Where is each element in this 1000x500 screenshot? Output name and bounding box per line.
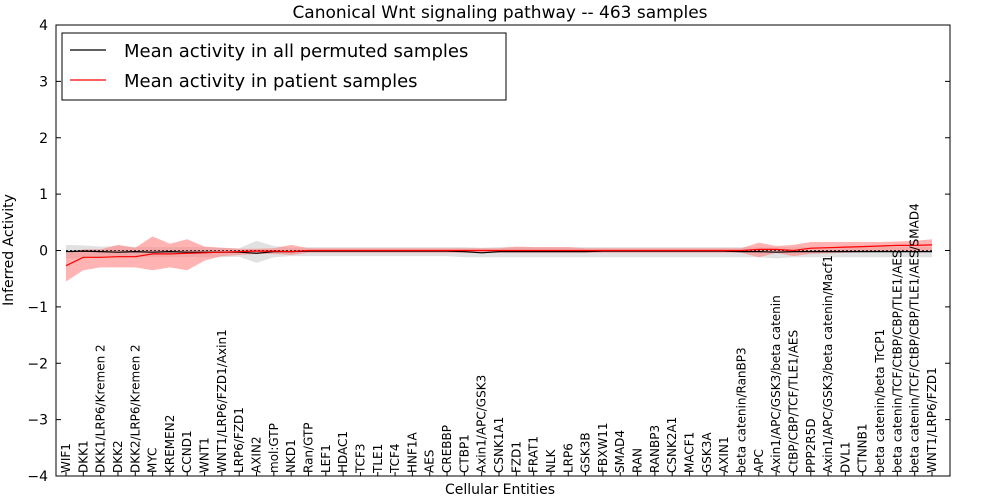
x-tick-label: Axin1/APC/GSK3/beta catenin/Macf1 xyxy=(821,255,835,473)
x-tick-label: DKK2/LRP6/Kremen 2 xyxy=(128,344,142,473)
x-tick-label: APC xyxy=(752,449,766,473)
y-tick-label: −1 xyxy=(27,300,48,316)
x-tick-label: WIF1 xyxy=(59,443,73,473)
x-tick-label: NLK xyxy=(544,448,558,473)
x-tick-label: AXIN2 xyxy=(250,436,264,473)
x-tick-label: NKD1 xyxy=(284,439,298,473)
y-tick-label: 2 xyxy=(39,131,48,147)
x-tick-label: TCF3 xyxy=(353,443,367,474)
x-tick-label: WNT1 xyxy=(198,437,212,473)
legend: Mean activity in all permuted samples Me… xyxy=(61,32,507,101)
x-tick-label: KREMEN2 xyxy=(163,415,177,473)
y-axis-label: Inferred Activity xyxy=(1,194,17,306)
x-tick-label: FRAT1 xyxy=(527,436,541,473)
x-tick-label: CTNNB1 xyxy=(856,423,870,473)
legend-box xyxy=(61,32,507,101)
x-tick-label: FZD1 xyxy=(509,441,523,473)
y-tick-label: −2 xyxy=(27,356,48,372)
y-tick-label: 0 xyxy=(39,244,48,260)
x-tick-label: AES xyxy=(423,450,437,473)
x-tick-label: beta catenin/RanBP3 xyxy=(735,347,749,473)
y-tick-label: −3 xyxy=(27,413,48,429)
x-tick-label: CSNK2A1 xyxy=(665,417,679,473)
x-tick-label: LRP6/FZD1 xyxy=(232,407,246,473)
x-tick-label: CSNK1A1 xyxy=(492,417,506,473)
x-tick-label: CCND1 xyxy=(180,430,194,473)
x-tick-label: beta catenin/beta TrCP1 xyxy=(873,329,887,473)
x-tick-label: WNT1/LRP6/FZD1 xyxy=(925,367,939,473)
x-tick-label: CtBP/CBP/TCF/TLE1/AES xyxy=(786,330,800,473)
y-tick-label: 1 xyxy=(39,187,48,203)
patient-band xyxy=(66,236,932,282)
x-tick-label: CTBP1 xyxy=(457,434,471,473)
y-tick-label: 4 xyxy=(39,18,48,34)
x-tick-label: LRP6 xyxy=(561,443,575,473)
x-tick-label: TLE1 xyxy=(371,444,385,474)
x-tick-label: Axin1/APC/GSK3/beta catenin xyxy=(769,295,783,473)
x-tick-label: SMAD4 xyxy=(613,430,627,473)
x-tick-label: CREBBP xyxy=(440,425,454,473)
x-tick-label: RAN xyxy=(631,448,645,473)
legend-permuted-label: Mean activity in all permuted samples xyxy=(124,41,468,62)
x-tick-label: FBXW11 xyxy=(596,423,610,474)
x-tick-label: HNF1A xyxy=(405,431,419,473)
x-tick-label: LEF1 xyxy=(319,444,333,473)
x-tick-label: mol:GTP xyxy=(267,423,281,473)
x-tick-label: DKK1 xyxy=(76,440,90,473)
y-tick-label: 3 xyxy=(39,74,48,90)
y-axis: −4 −3 −2 −1 0 1 2 3 4 xyxy=(27,18,950,485)
y-tick-label: −4 xyxy=(27,469,48,485)
x-tick-label: PPP2R5D xyxy=(804,418,818,473)
x-tick-label: HDAC1 xyxy=(336,431,350,473)
x-tick-label: DVL1 xyxy=(838,441,852,473)
x-tick-label: DKK2 xyxy=(111,440,125,473)
x-tick-label: TCF4 xyxy=(388,443,402,474)
series-lines xyxy=(65,244,933,267)
x-tick-label: MACF1 xyxy=(683,432,697,473)
x-tick-label: Axin1/APC/GSK3 xyxy=(475,375,489,473)
x-tick-label: DKK1/LRP6/Kremen 2 xyxy=(94,344,108,473)
x-tick-label: WNT1/LRP6/FZD1/Axin1 xyxy=(215,329,229,473)
patient-mean-line xyxy=(65,244,933,267)
x-tick-label: beta catenin/TCF/CtBP/CBP/TLE1/AES xyxy=(890,250,904,473)
x-tick-label: AXIN1 xyxy=(717,436,731,473)
x-tick-label: MYC xyxy=(146,448,160,473)
x-axis: WIF1 DKK1 DKK1/LRP6/Kremen 2 DKK2 DKK2/LRP6/… xyxy=(59,203,939,476)
x-tick-label: GSK3B xyxy=(579,432,593,473)
x-tick-label: GSK3A xyxy=(700,432,714,473)
chart-title: Canonical Wnt signaling pathway -- 463 s… xyxy=(292,3,707,23)
x-tick-label: Ran/GTP xyxy=(302,422,316,473)
legend-patient-label: Mean activity in patient samples xyxy=(124,71,418,92)
x-tick-label: RANBP3 xyxy=(648,425,662,473)
x-axis-label: Cellular Entities xyxy=(445,482,555,498)
x-tick-label: beta catenin/TCF/CtBP/CBP/TLE1/AES/SMAD4 xyxy=(908,203,922,473)
